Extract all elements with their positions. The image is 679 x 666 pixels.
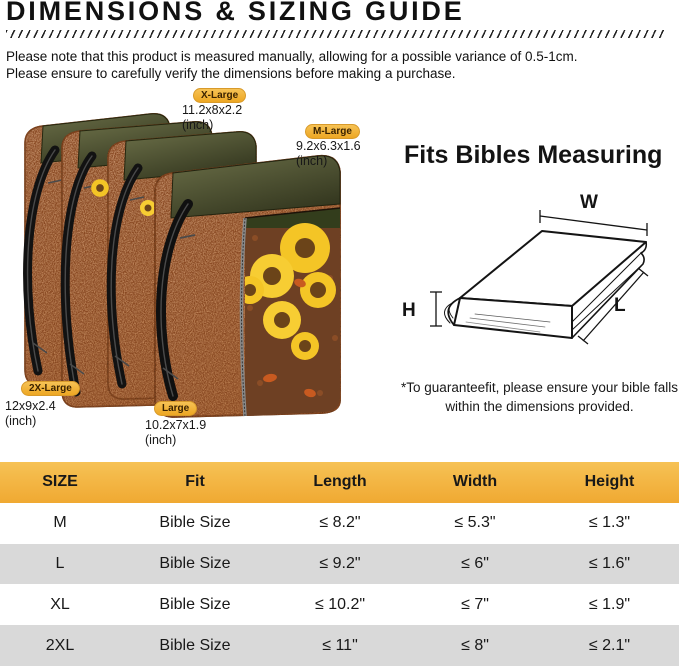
svg-text:W: W [580, 192, 598, 213]
svg-text:H: H [402, 300, 416, 321]
svg-text:L: L [614, 295, 626, 316]
